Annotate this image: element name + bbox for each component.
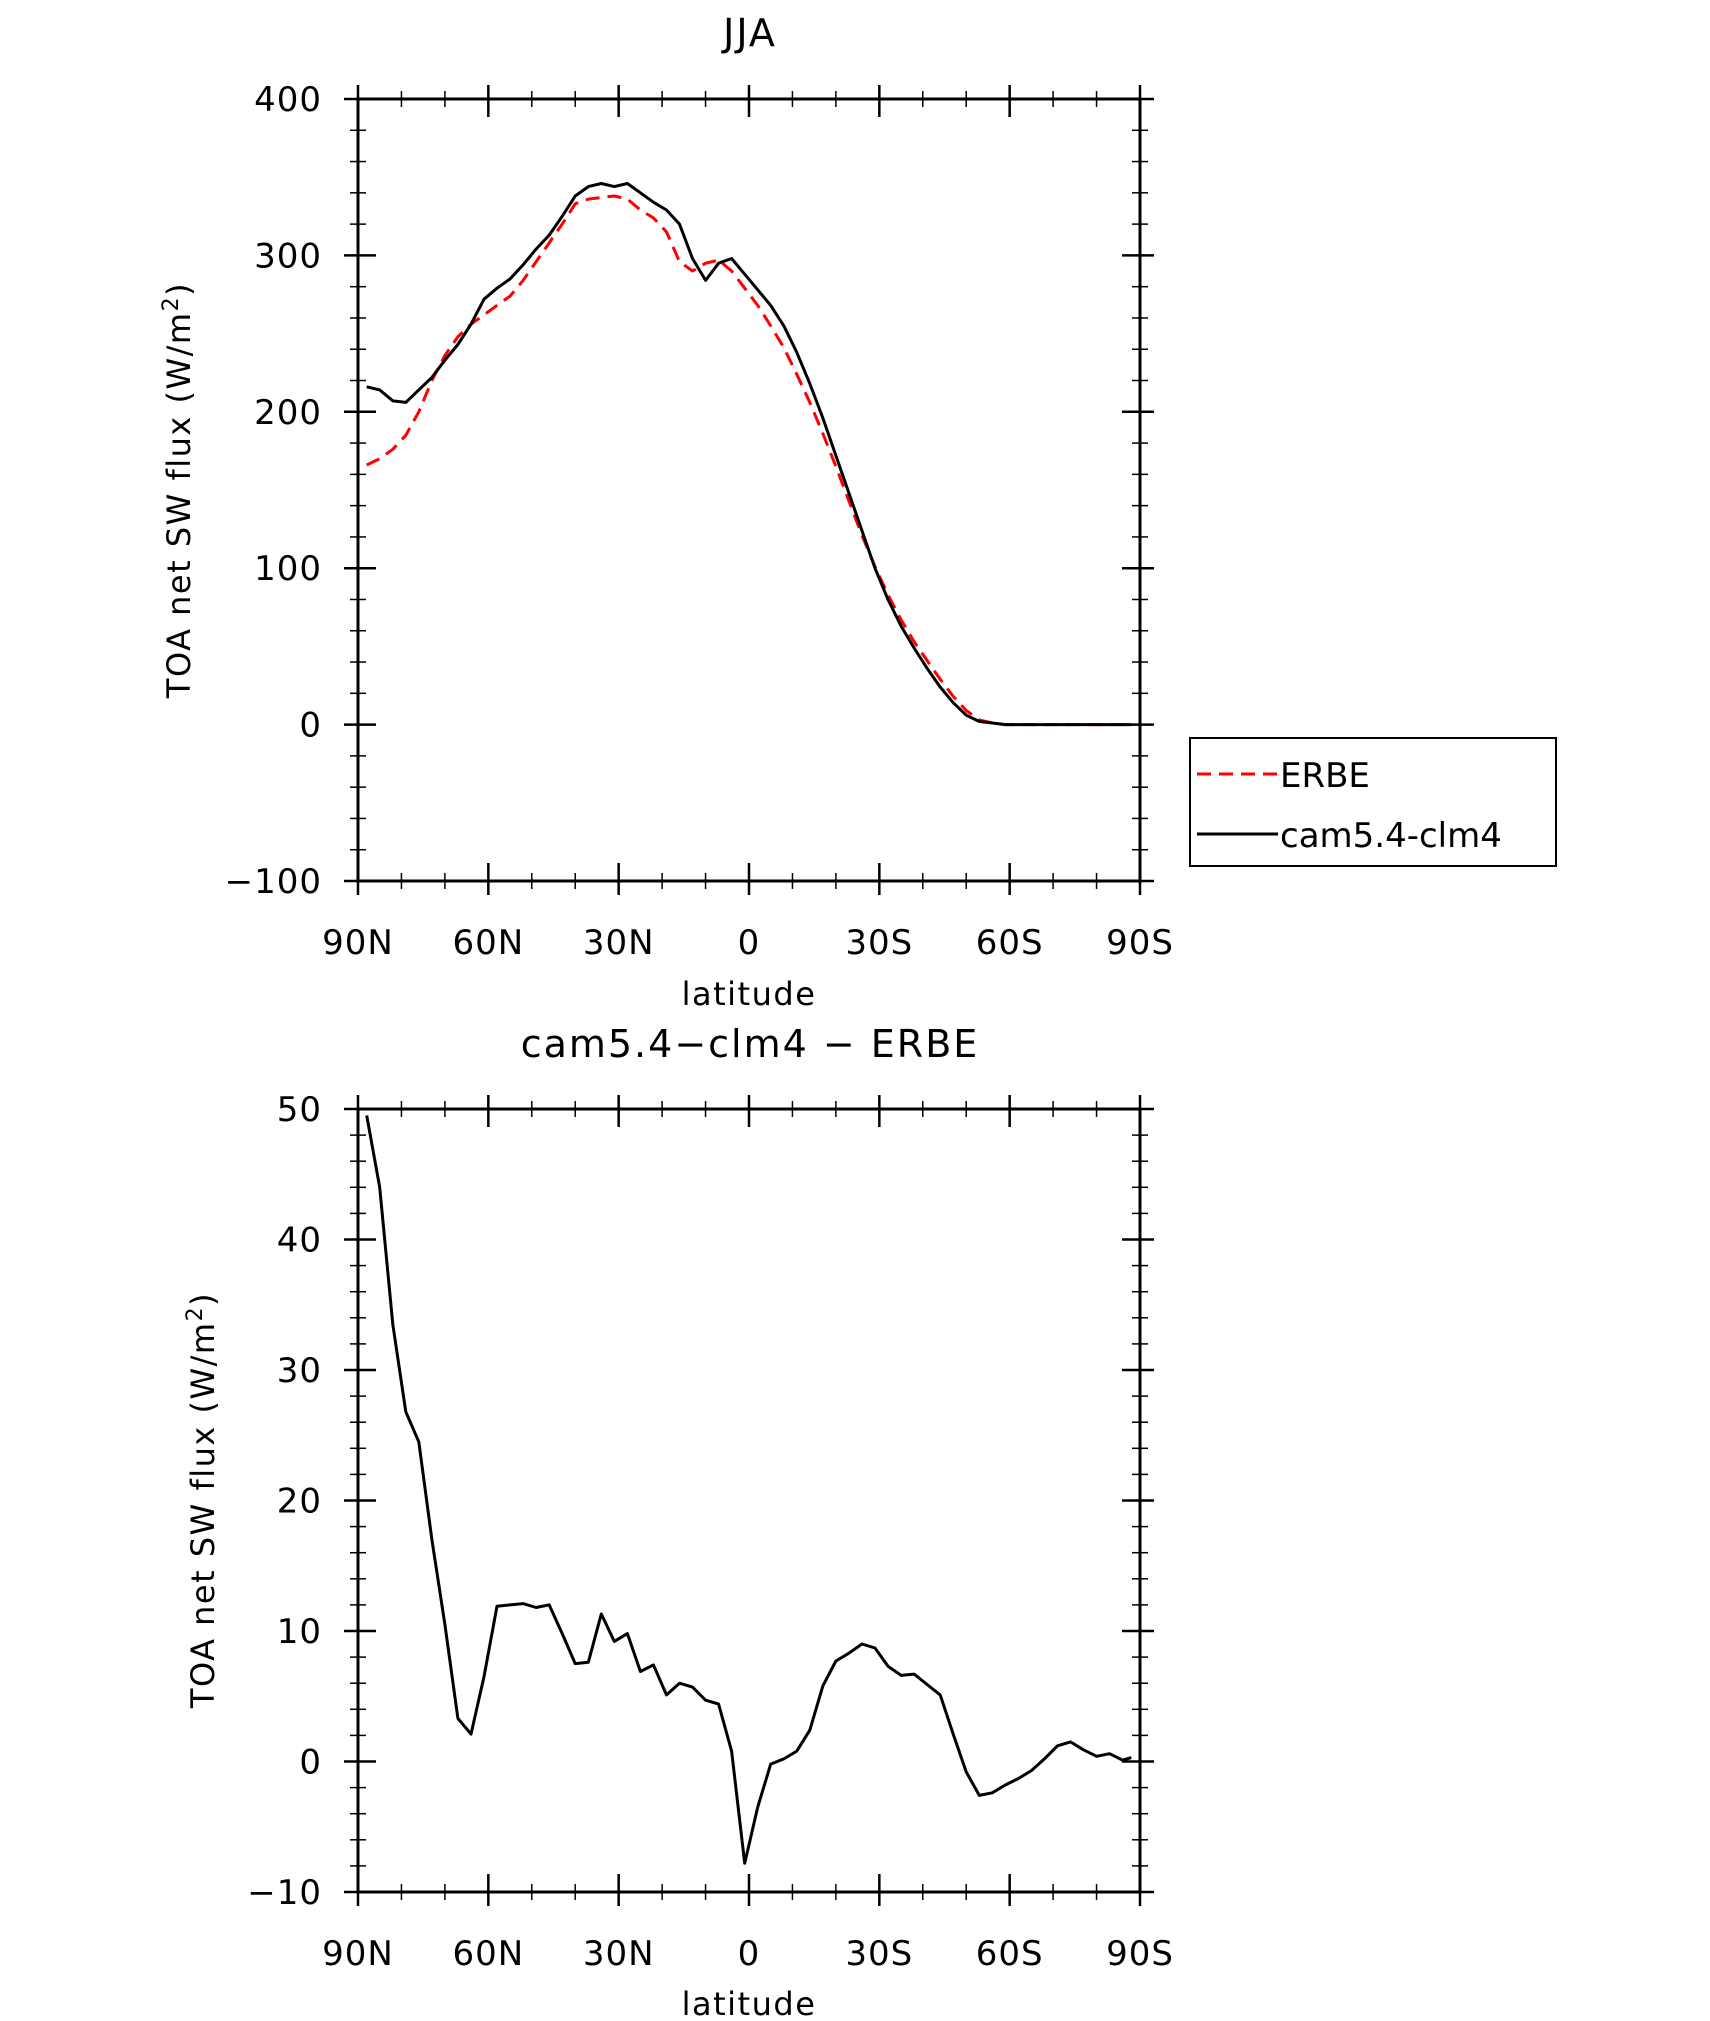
- x-tick-label: 60S: [976, 1934, 1044, 1974]
- y-axis-label-end: ): [160, 282, 198, 296]
- x-tick-label: 0: [738, 1934, 761, 1974]
- y-tick-label: 20: [277, 1482, 322, 1522]
- y-tick-label: −10: [247, 1873, 322, 1913]
- series-line-cam5-4-clm4: [366, 182, 1132, 727]
- x-tick-label: 60S: [976, 923, 1044, 963]
- x-tick-label: 0: [738, 923, 761, 963]
- legend-label-cam: cam5.4-clm4: [1280, 816, 1502, 856]
- y-axis-label-end: ): [184, 1292, 222, 1306]
- legend: ERBE cam5.4-clm4: [1189, 737, 1557, 867]
- x-tick-label: 30N: [583, 923, 655, 963]
- x-tick-label: 90S: [1106, 1934, 1174, 1974]
- y-tick-label: 50: [277, 1090, 322, 1130]
- y-axis-label-main: TOA net SW flux (W/m: [184, 1321, 222, 1709]
- legend-label-erbe: ERBE: [1280, 756, 1370, 796]
- y-tick-label: 30: [277, 1351, 322, 1391]
- x-tick-label: 90S: [1106, 923, 1174, 963]
- x-tick-label: 90N: [322, 1934, 394, 1974]
- y-tick-label: 0: [299, 1743, 322, 1783]
- series-lines: [366, 182, 1132, 727]
- y-tick-label: 0: [299, 706, 322, 746]
- y-tick-labels: −10 0 10 20 30 40 50: [247, 1090, 322, 1913]
- y-tick-label: 10: [277, 1612, 322, 1652]
- x-tick-label: 60N: [452, 1934, 524, 1974]
- y-tick-label: 400: [254, 80, 322, 120]
- chart-title: cam5.4−clm4 − ERBE: [521, 1022, 980, 1066]
- y-axis-label-superscript: 2: [183, 1306, 208, 1322]
- y-axis-label: TOA net SW flux (W/m2): [183, 1292, 222, 1709]
- legend-box: [1189, 737, 1557, 867]
- series-line-difference: [365, 1115, 1132, 1865]
- x-tick-labels: 90N 60N 30N 0 30S 60S 90S: [322, 923, 1174, 963]
- x-axis-label: latitude: [682, 1985, 817, 2021]
- chart-title: JJA: [721, 11, 777, 55]
- series-line-erbe: [366, 194, 1132, 727]
- y-tick-label: 300: [254, 236, 322, 276]
- y-tick-label: 100: [254, 549, 322, 589]
- y-tick-label: 40: [277, 1221, 322, 1261]
- x-tick-label: 30N: [583, 1934, 655, 1974]
- y-tick-label: −100: [225, 862, 322, 902]
- y-tick-label: 200: [254, 393, 322, 433]
- plot-frame: [356, 97, 1142, 883]
- y-axis-label-main: TOA net SW flux (W/m: [160, 311, 198, 699]
- x-tick-label: 60N: [452, 923, 524, 963]
- tick-marks: [344, 85, 1154, 895]
- y-tick-labels: −100 0 100 200 300 400: [225, 80, 322, 902]
- x-tick-labels: 90N 60N 30N 0 30S 60S 90S: [322, 1934, 1174, 1974]
- y-axis-label: TOA net SW flux (W/m2): [159, 282, 198, 699]
- y-axis-label-superscript: 2: [159, 296, 184, 312]
- x-axis-label: latitude: [682, 975, 817, 1013]
- x-tick-label: 30S: [845, 923, 913, 963]
- series-lines: [365, 1115, 1132, 1865]
- x-tick-label: 90N: [322, 923, 394, 963]
- x-tick-label: 30S: [845, 1934, 913, 1974]
- tick-marks: [344, 1095, 1154, 1906]
